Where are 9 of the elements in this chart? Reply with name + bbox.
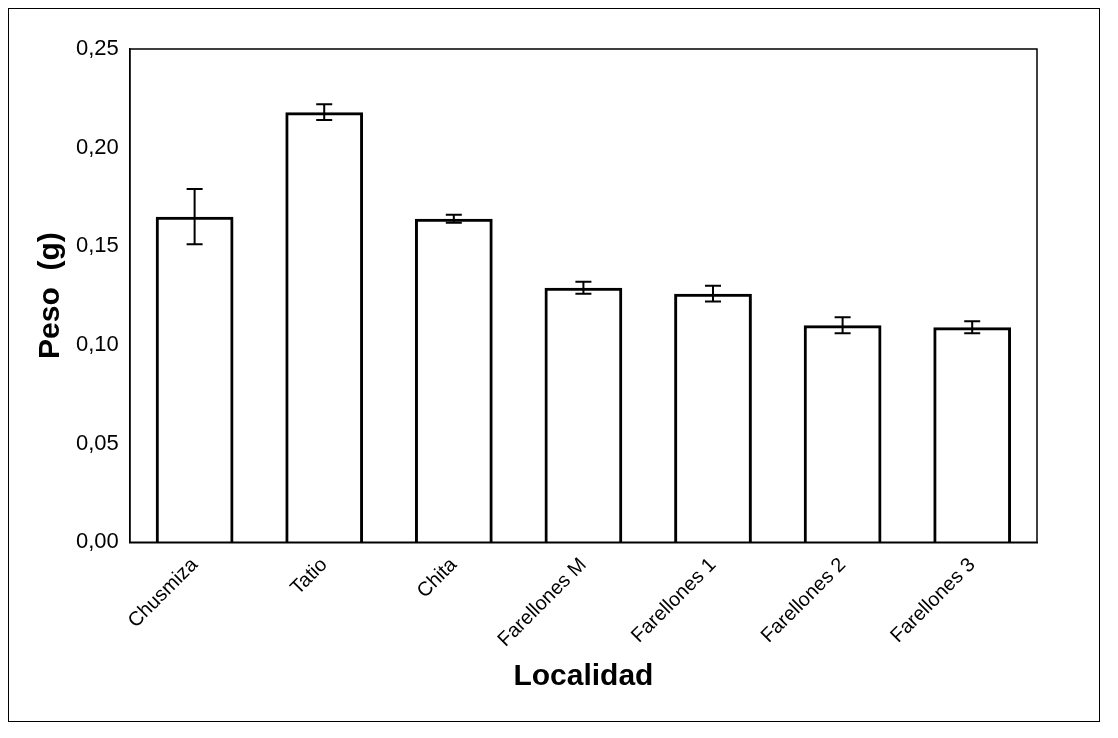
y-tick-label: 0,20 [75,133,119,159]
y-tick-label: 0,25 [75,35,119,61]
y-tick-label: 0,00 [75,528,119,554]
y-axis-title: Peso (g) [32,232,66,359]
x-axis-title: Localidad [513,658,654,692]
y-tick-label: 0,10 [75,331,119,357]
y-tick-label: 0,15 [75,232,119,258]
x-tick-label: Tatio [285,552,331,599]
y-tick-label: 0,05 [75,429,119,455]
